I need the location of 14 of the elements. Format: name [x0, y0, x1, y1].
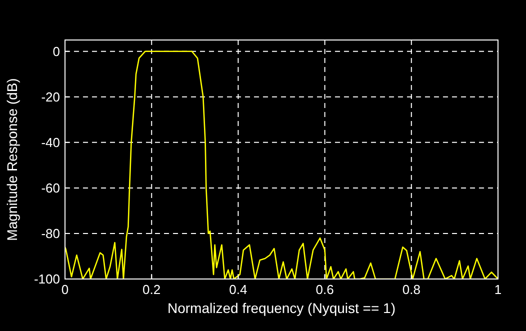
x-tick-label: 0.4	[229, 282, 248, 297]
y-tick-label: -20	[41, 89, 60, 104]
y-tick-label: -100	[34, 272, 60, 286]
y-tick-label: -80	[41, 226, 60, 241]
y-tick-label: -60	[41, 180, 60, 196]
x-axis-title: Normalized frequency (Nyquist == 1)	[168, 300, 396, 316]
x-tick-label: 0.8	[402, 282, 420, 297]
x-tick-label: 1	[494, 282, 502, 297]
x-tick-label: 0.6	[316, 282, 334, 297]
x-tick-label: 0.2	[142, 282, 161, 297]
y-tick-label: 0	[52, 44, 60, 59]
y-tick-label: -40	[41, 134, 60, 150]
y-axis-title: Magnitude Response (dB)	[4, 78, 20, 241]
line-series	[65, 50, 498, 279]
